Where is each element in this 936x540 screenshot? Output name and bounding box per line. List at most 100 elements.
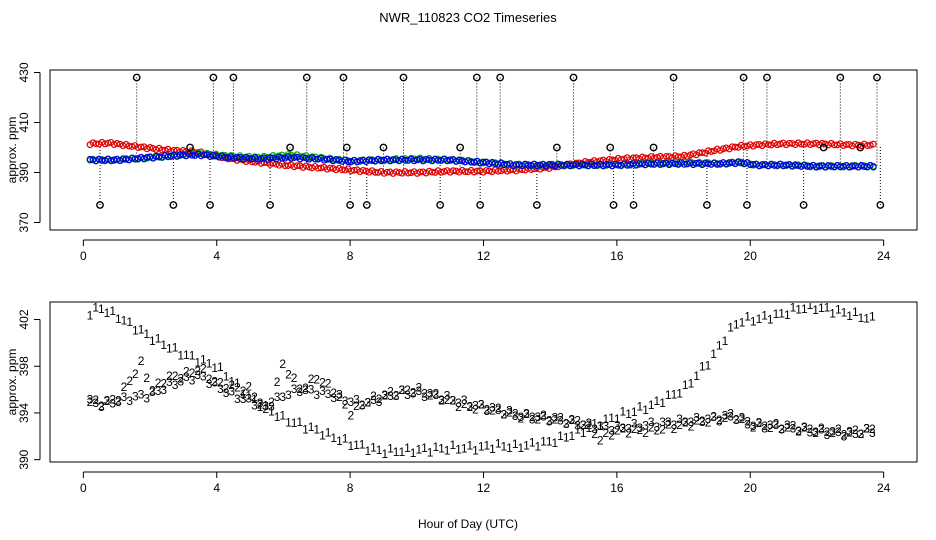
data-point: 2	[257, 398, 264, 412]
outlier-point	[476, 201, 485, 209]
data-point: 1	[342, 432, 349, 446]
data-point: 2	[829, 426, 836, 440]
data-point: 1	[87, 308, 94, 322]
data-point: 1	[699, 360, 706, 374]
data-point: 2	[648, 421, 655, 435]
data-point: 1	[444, 443, 451, 457]
data-point: 2	[87, 395, 94, 409]
data-point: 3	[835, 425, 842, 439]
data-point	[707, 148, 715, 155]
data-point: 2	[574, 414, 581, 428]
data-point: 2	[546, 414, 553, 428]
data-point: 1	[552, 436, 559, 450]
data-point: 2	[291, 371, 298, 385]
data-point	[740, 160, 748, 167]
data-point: 2	[393, 389, 400, 403]
data-point: 3	[234, 392, 241, 406]
data-point: 1	[489, 442, 496, 456]
data-point: 1	[455, 443, 462, 457]
data-point: 1	[313, 422, 320, 436]
x-tick-label: 20	[744, 249, 758, 263]
data-point: 2	[279, 357, 286, 371]
data-point: 1	[251, 392, 258, 406]
data-point: 3	[370, 393, 377, 407]
outlier-point	[206, 201, 214, 209]
data-point: 2	[353, 399, 360, 413]
data-point: 1	[189, 349, 196, 363]
data-point: 1	[308, 420, 315, 434]
x-tick-label: 24	[877, 249, 891, 263]
data-point: 1	[376, 443, 383, 457]
data-point: 2	[523, 407, 530, 421]
data-point: 3	[245, 392, 252, 406]
data-point: 1	[818, 301, 825, 315]
data-point: 1	[580, 426, 587, 440]
data-point: 3	[535, 410, 542, 424]
data-point: 1	[756, 312, 763, 326]
data-point	[446, 156, 454, 164]
data-point: 2	[177, 372, 184, 386]
data-point: 2	[410, 386, 417, 400]
data-point: 3	[801, 420, 808, 434]
data-point: 1	[614, 412, 621, 426]
data-point	[434, 157, 442, 164]
data-point: 1	[637, 399, 644, 413]
data-point	[101, 140, 109, 148]
data-point: 2	[863, 422, 870, 436]
data-point: 1	[801, 302, 808, 316]
data-point: 2	[671, 422, 678, 436]
data-point: 3	[506, 404, 513, 418]
data-point: 3	[784, 418, 791, 432]
data-point: 2	[682, 416, 689, 430]
data-point: 1	[410, 446, 417, 460]
outlier-point	[669, 73, 678, 82]
x-tick-label: 16	[610, 249, 624, 263]
data-point: 2	[500, 408, 507, 422]
outlier-point	[569, 73, 578, 82]
data-point: 2	[540, 408, 547, 422]
data-point: 1	[478, 439, 485, 453]
data-point: 3	[705, 412, 712, 426]
data-point: 3	[262, 399, 269, 413]
data-point	[479, 158, 487, 166]
data-point: 1	[795, 302, 802, 316]
data-point: 1	[722, 334, 729, 348]
outlier-point	[169, 201, 178, 209]
data-point	[92, 140, 100, 148]
data-point: 2	[489, 403, 496, 417]
data-point: 3	[824, 428, 831, 442]
data-point	[713, 161, 721, 168]
data-point: 3	[739, 411, 746, 425]
data-point	[659, 160, 667, 167]
data-point: 3	[529, 412, 536, 426]
data-point	[791, 161, 799, 169]
data-point: 1	[824, 301, 831, 315]
outlier-point	[876, 201, 885, 209]
data-point	[848, 162, 856, 170]
data-point: 3	[620, 421, 627, 435]
data-point: 1	[291, 416, 298, 430]
data-point: 3	[172, 378, 179, 392]
data-point: 1	[240, 387, 247, 401]
data-point: 2	[852, 423, 859, 437]
data-point: 2	[92, 393, 99, 407]
data-point: 2	[569, 413, 576, 427]
data-point: 3	[512, 409, 519, 423]
data-point	[866, 141, 874, 149]
y-axis-label: approx. ppm	[5, 117, 19, 184]
data-point	[383, 168, 391, 176]
data-point: 3	[637, 421, 644, 435]
data-point	[842, 141, 850, 148]
data-point: 2	[217, 375, 224, 389]
plot-frame	[49, 301, 918, 463]
data-point: 3	[574, 418, 581, 432]
data-point: 1	[104, 306, 111, 320]
data-point: 1	[846, 309, 853, 323]
data-point	[164, 153, 172, 161]
data-point: 3	[285, 388, 292, 402]
data-point: 2	[784, 421, 791, 435]
data-point: 1	[727, 320, 734, 334]
data-point: 2	[228, 378, 235, 392]
outlier-point	[286, 143, 294, 152]
outlier-point	[799, 201, 808, 209]
